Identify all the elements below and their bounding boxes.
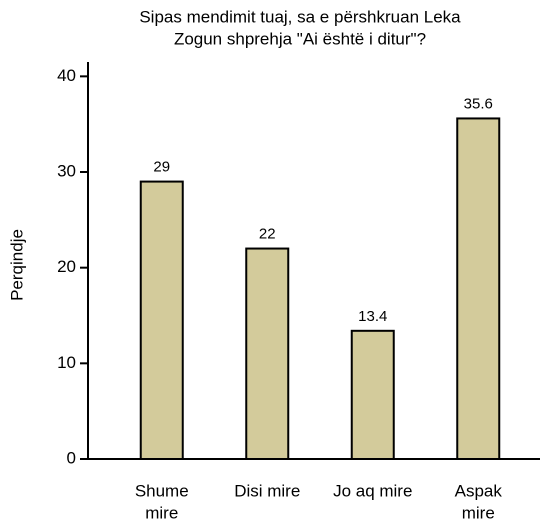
y-tick-label: 40: [57, 66, 76, 85]
value-label: 13.4: [358, 308, 387, 325]
y-tick-label: 20: [57, 257, 76, 276]
chart-title: Zogun shprehja "Ai është i ditur"?: [174, 29, 426, 48]
x-tick-label: Disi mire: [234, 481, 300, 500]
x-tick-label: Shume: [135, 481, 189, 500]
value-label: 35.6: [464, 95, 493, 112]
value-label: 22: [259, 226, 276, 243]
y-axis-label: Perqindje: [7, 229, 26, 301]
bar: [245, 247, 290, 460]
x-tick-label: Jo aq mire: [333, 481, 412, 500]
chart-title: Sipas mendimit tuaj, sa e përshkruan Lek…: [139, 7, 461, 26]
y-tick-label: 10: [57, 353, 76, 372]
y-tick-label: 0: [67, 448, 76, 467]
x-tick-label: mire: [462, 503, 495, 522]
y-tick-label: 30: [57, 161, 76, 180]
bar: [350, 329, 395, 460]
x-tick-label: Aspak: [455, 481, 503, 500]
bar: [456, 117, 501, 460]
value-label: 29: [153, 159, 170, 176]
bar: [139, 180, 184, 460]
x-tick-label: mire: [145, 503, 178, 522]
